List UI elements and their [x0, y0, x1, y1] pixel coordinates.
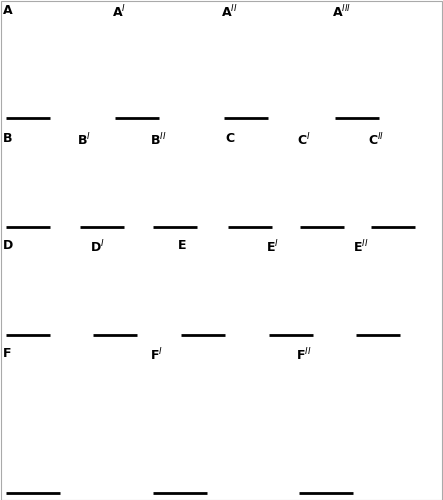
Text: C$^{II}$: C$^{II}$ — [368, 132, 384, 148]
Text: A$^I$: A$^I$ — [112, 4, 126, 20]
Text: E$^I$: E$^I$ — [266, 239, 279, 256]
Text: A: A — [3, 4, 12, 17]
Text: D$^I$: D$^I$ — [90, 239, 105, 256]
Text: F$^{II}$: F$^{II}$ — [296, 347, 311, 364]
Text: D: D — [3, 239, 13, 252]
Text: C$^I$: C$^I$ — [297, 132, 311, 148]
Text: C: C — [225, 132, 234, 145]
Text: B$^{II}$: B$^{II}$ — [150, 132, 167, 148]
Text: F: F — [3, 347, 12, 360]
Text: B$^I$: B$^I$ — [77, 132, 91, 148]
Text: F$^I$: F$^I$ — [150, 347, 163, 364]
Text: E: E — [178, 239, 187, 252]
Text: A$^{III}$: A$^{III}$ — [332, 4, 351, 20]
Text: A$^{II}$: A$^{II}$ — [221, 4, 238, 20]
Text: E$^{II}$: E$^{II}$ — [353, 239, 369, 256]
Text: B: B — [3, 132, 12, 145]
